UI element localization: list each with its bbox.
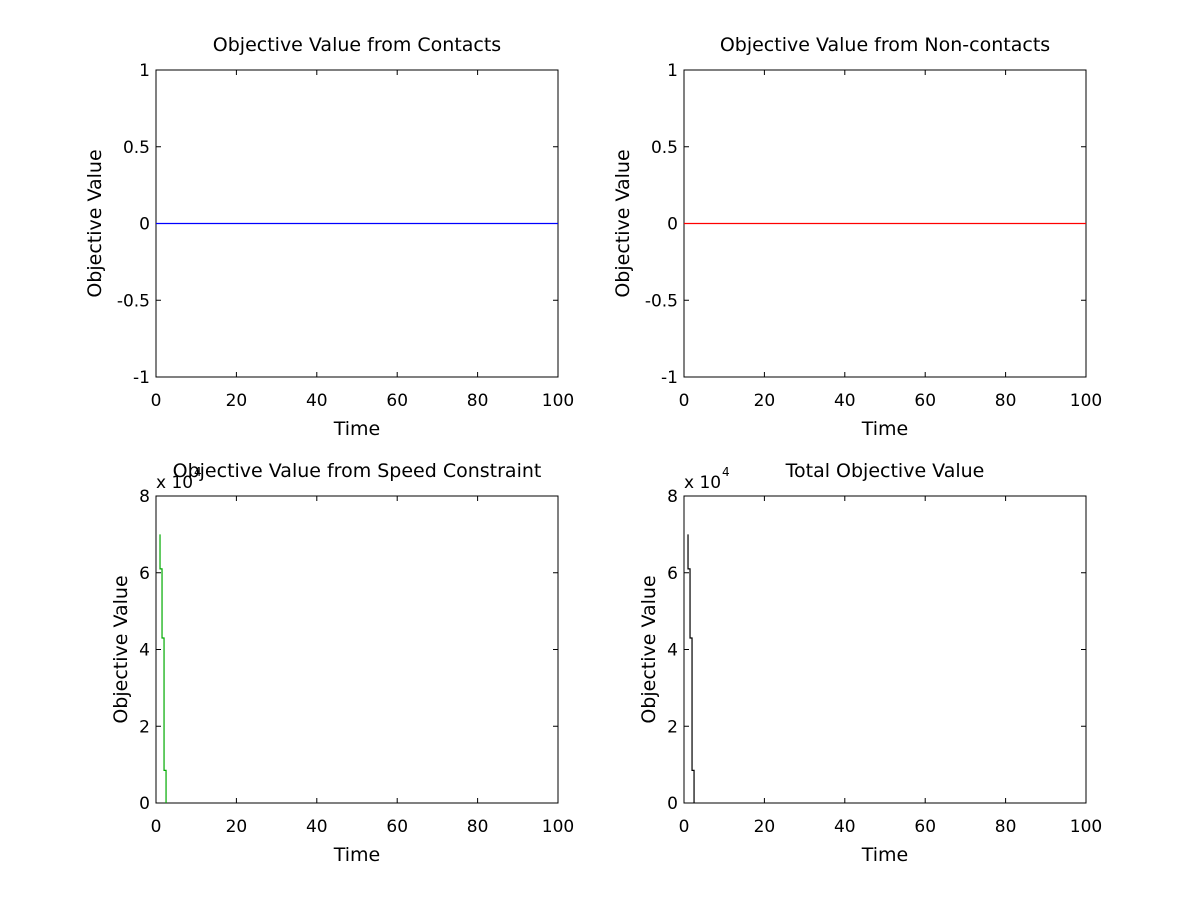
- y-tick-label: 6: [667, 564, 678, 584]
- y-tick-label: -1: [133, 368, 150, 388]
- y-tick-label: 0.5: [651, 138, 678, 158]
- y-tick-label: 6: [139, 564, 150, 584]
- x-tick-label: 0: [151, 817, 162, 837]
- plot-frame: [155, 495, 559, 804]
- x-tick-label: 100: [542, 817, 574, 837]
- y-exponent-label: x 10: [156, 473, 193, 493]
- y-tick-label: 2: [667, 717, 678, 737]
- x-tick-label: 80: [995, 817, 1017, 837]
- plot-title: Objective Value from Non-contacts: [720, 34, 1050, 56]
- y-axis-label: Objective Value: [612, 149, 634, 297]
- y-axis-label: Objective Value: [110, 575, 132, 723]
- x-tick-label: 20: [226, 817, 248, 837]
- y-tick-label: 8: [667, 487, 678, 507]
- y-axis-label: Objective Value: [84, 149, 106, 297]
- subplot-3: 0 20 40 60 80 100 0 2 4 6 8 Objective Value from Sp…: [110, 460, 574, 866]
- y-tick-label: -1: [661, 368, 678, 388]
- x-tick-label: 80: [467, 817, 489, 837]
- y-tick-label: 4: [139, 641, 150, 661]
- x-tick-label: 60: [914, 391, 936, 411]
- series-line: [687, 534, 695, 803]
- x-tick-label: 100: [542, 391, 574, 411]
- x-tick-label: 40: [834, 391, 856, 411]
- x-tick-label: 80: [467, 391, 489, 411]
- x-axis-label: Time: [333, 418, 381, 440]
- x-tick-label: 40: [834, 817, 856, 837]
- y-tick-label: 1: [667, 61, 678, 81]
- plot-title: Objective Value from Contacts: [213, 34, 501, 56]
- x-tick-label: 60: [914, 817, 936, 837]
- subplot-1: 0 20 40 60 80 100 -1 -0.5 0 0.5 1 Objective Value f…: [84, 34, 574, 440]
- x-tick-label: 20: [226, 391, 248, 411]
- x-axis-label: Time: [333, 844, 381, 866]
- plot-frame: [683, 495, 1087, 804]
- y-exponent-power: 4: [722, 465, 730, 479]
- x-tick-label: 80: [995, 391, 1017, 411]
- plot-title: Objective Value from Speed Constraint: [173, 460, 542, 482]
- y-tick-label: 0: [667, 215, 678, 235]
- x-tick-label: 40: [306, 817, 328, 837]
- x-tick-label: 100: [1070, 391, 1102, 411]
- y-tick-label: 0: [139, 794, 150, 814]
- x-tick-label: 20: [754, 391, 776, 411]
- x-tick-label: 0: [679, 391, 690, 411]
- y-tick-label: 8: [139, 487, 150, 507]
- y-tick-label: 2: [139, 717, 150, 737]
- y-axis-label: Objective Value: [638, 575, 660, 723]
- x-tick-label: 0: [679, 817, 690, 837]
- x-tick-label: 40: [306, 391, 328, 411]
- x-tick-label: 0: [151, 391, 162, 411]
- y-exponent-label: x 10: [684, 473, 721, 493]
- x-tick-label: 100: [1070, 817, 1102, 837]
- series-line: [159, 534, 167, 803]
- y-tick-label: 4: [667, 641, 678, 661]
- x-tick-label: 60: [386, 817, 408, 837]
- y-tick-label: 1: [139, 61, 150, 81]
- y-exponent-power: 4: [194, 465, 202, 479]
- x-tick-label: 20: [754, 817, 776, 837]
- x-axis-label: Time: [861, 418, 909, 440]
- y-tick-label: 0.5: [123, 138, 150, 158]
- y-tick-label: 0: [139, 215, 150, 235]
- y-tick-label: -0.5: [117, 291, 150, 311]
- y-tick-label: 0: [667, 794, 678, 814]
- y-tick-label: -0.5: [645, 291, 678, 311]
- plot-title: Total Objective Value: [785, 460, 985, 482]
- x-tick-label: 60: [386, 391, 408, 411]
- subplot-2: 0 20 40 60 80 100 -1 -0.5 0 0.5 1 Objective Value f…: [612, 34, 1102, 440]
- x-axis-label: Time: [861, 844, 909, 866]
- subplot-4: 0 20 40 60 80 100 0 2 4 6 8 Total Objective Value Ti…: [638, 460, 1102, 866]
